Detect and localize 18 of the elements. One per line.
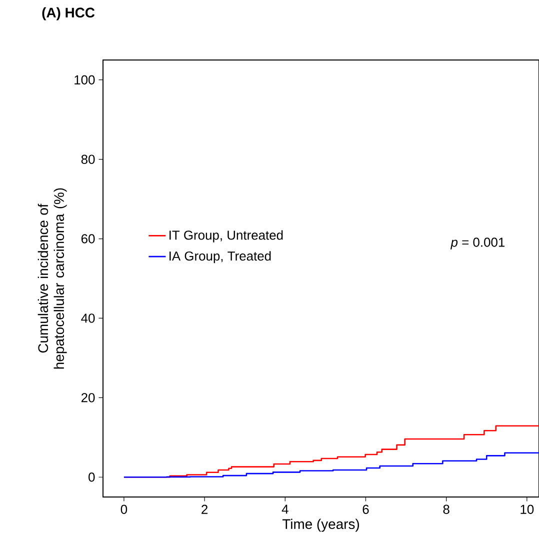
x-axis-title: Time (years): [282, 518, 359, 532]
x-tick-label: 4: [282, 504, 288, 514]
x-tick-label: 6: [362, 504, 369, 514]
x-tick-label: 2: [202, 504, 208, 514]
y-tick-label: 40: [81, 314, 95, 323]
x-tick-label: 0: [120, 504, 128, 514]
y-tick-label: 0: [88, 472, 95, 482]
y-tick-label: 60: [81, 234, 95, 244]
x-tick-label: 10: [520, 504, 534, 514]
legend-label: IA Group, Treated: [170, 251, 271, 264]
y-tick-label: 80: [81, 154, 95, 164]
x-tick-label: 8: [443, 504, 450, 514]
legend-label: IT Group, Untreated: [170, 230, 283, 242]
annotation: p = 0.001: [450, 238, 505, 250]
y-axis-title: Cumulative incidence of hepatocellular carcinoma (%): [38, 188, 67, 369]
y-tick-label: 100: [74, 75, 95, 84]
y-tick-label: 20: [81, 393, 95, 402]
chart-title: (A) HCC: [42, 7, 95, 20]
